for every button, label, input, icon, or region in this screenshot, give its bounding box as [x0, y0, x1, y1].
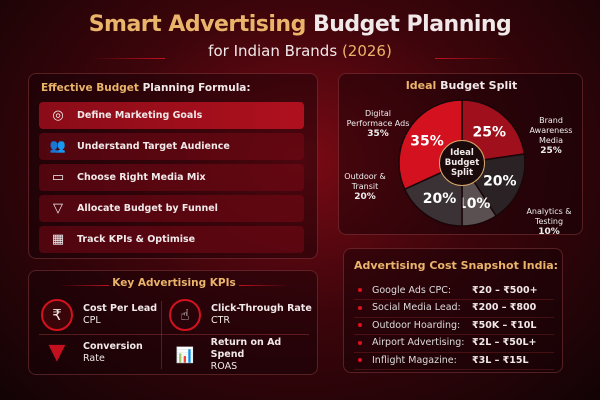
- step-allocate: ▽ Allocate Budget by Funnel: [39, 195, 304, 222]
- kpi-sub: CPL: [83, 315, 101, 326]
- kpi-title: Return on Ad Spend: [210, 337, 282, 360]
- pie-slice-label: 35%: [410, 134, 444, 150]
- heading-rest: Budget Split: [440, 79, 518, 92]
- kpi-roas: 📊 Return on Ad Spend ROAS: [169, 337, 317, 373]
- heading-accent: Ideal: [405, 79, 437, 92]
- divider: [59, 285, 109, 286]
- kpi-heading: Key Advertising KPIs: [112, 277, 236, 289]
- split-heading: Ideal Budget Split: [339, 79, 584, 92]
- bullet-icon: [358, 358, 362, 362]
- cost-value: ₹2L – ₹50L+: [472, 337, 537, 348]
- step-audience: 👥 Understand Target Audience: [39, 133, 304, 160]
- pie-center-label: Ideal Budget Split: [439, 140, 485, 186]
- kpi-sub: ROAS: [210, 361, 238, 372]
- title-rest: Budget Planning: [313, 12, 512, 37]
- kpi-cpl: ₹ Cost Per Lead CPL: [41, 299, 157, 331]
- step-track: ▦ Track KPIs & Optimise: [39, 226, 304, 253]
- cost-row: Airport Advertising: ₹2L – ₹50L+: [354, 334, 554, 353]
- cost-row: Outdoor Hoarding: ₹50K – ₹10L: [354, 316, 554, 335]
- cost-item: Outdoor Hoarding:: [372, 319, 461, 331]
- label-name: Outdoor & Transit: [344, 172, 386, 191]
- label-name: Brand Awareness Media: [529, 116, 573, 145]
- kpi-ctr: ☝ Click-Through Rate CTR: [169, 299, 312, 331]
- pie-slice-label: 10%: [457, 196, 491, 212]
- users-icon: 👥: [49, 139, 67, 154]
- kpi-sub: CTR: [211, 315, 231, 326]
- step-label: Allocate Budget by Funnel: [77, 203, 218, 214]
- label-value: 20%: [354, 192, 376, 202]
- bullet-icon: [358, 305, 362, 310]
- divider: [239, 285, 289, 286]
- title-accent: Smart Advertising: [88, 12, 307, 37]
- cost-item: Social Media Lead:: [372, 302, 461, 313]
- funnel-icon: ▽: [53, 201, 63, 216]
- cost-row: Social Media Lead: ₹200 – ₹800: [354, 299, 554, 318]
- cost-value: ₹3L – ₹15L: [472, 354, 529, 366]
- formula-panel: Effective Budget Planning Formula: ◎ Defi…: [28, 73, 318, 259]
- kpi-title: Conversion: [83, 341, 143, 352]
- divider: [39, 334, 309, 335]
- funnel-icon: ▼: [48, 340, 66, 365]
- bullet-icon: [358, 323, 362, 327]
- cost-row: Inflight Magazine: ₹3L – ₹15L: [354, 351, 554, 370]
- heading-accent: Effective Budget: [41, 82, 139, 94]
- rupee-target-icon: ₹: [41, 299, 73, 331]
- label-digital: Digital Performace Ads 35%: [343, 109, 413, 139]
- label-value: 25%: [540, 146, 562, 156]
- kpi-sub: Rate: [83, 353, 105, 364]
- subtitle: for Indian Brands (2026): [0, 42, 600, 60]
- step-media-mix: ▭ Choose Right Media Mix: [39, 164, 304, 191]
- label-value: 35%: [367, 129, 389, 139]
- kpi-panel: Key Advertising KPIs ₹ Cost Per Lead CPL ☝…: [28, 270, 318, 375]
- subtitle-year: (2026): [341, 42, 392, 60]
- cost-item: Inflight Magazine:: [372, 354, 457, 366]
- label-name: Digital Performace Ads: [346, 109, 410, 128]
- cost-value: ₹50K – ₹10L: [472, 319, 537, 331]
- budget-split-panel: Ideal Budget Split 25% 20% 10% 20% 35% Digit…: [338, 73, 584, 237]
- formula-heading: Effective Budget Planning Formula:: [41, 82, 251, 94]
- cost-value: ₹20 – ₹500+: [472, 284, 538, 296]
- cost-row: Google Ads CPC: ₹20 – ₹500+: [354, 281, 554, 300]
- kpi-title: Click-Through Rate: [211, 303, 312, 314]
- label-outdoor: Outdoor & Transit 20%: [341, 172, 389, 202]
- kpi-conversion: ▼ Conversion Rate: [41, 337, 143, 369]
- pie-slice-label: 25%: [472, 125, 506, 141]
- label-value: 10%: [538, 227, 560, 237]
- divider: [161, 301, 162, 369]
- bullet-icon: [358, 340, 362, 345]
- bullet-icon: [358, 288, 362, 292]
- kpi-title: Cost Per Lead: [83, 303, 158, 314]
- heading-rest: Planning Formula:: [142, 82, 251, 94]
- step-label: Define Marketing Goals: [77, 110, 203, 121]
- step-label: Understand Target Audience: [77, 141, 230, 152]
- pie-slice-label: 20%: [423, 191, 457, 207]
- target-icon: ◎: [52, 108, 64, 123]
- pie-slice-label: 20%: [483, 173, 517, 189]
- step-define-goals: ◎ Define Marketing Goals: [39, 102, 304, 129]
- divider: [435, 58, 510, 59]
- label-brand: Brand Awareness Media 25%: [521, 116, 581, 156]
- divider: [90, 58, 165, 59]
- cost-heading: Advertising Cost Snapshot India:: [354, 259, 559, 272]
- monitor-icon: ▭: [51, 170, 65, 185]
- step-label: Track KPIs & Optimise: [77, 234, 196, 245]
- step-label: Choose Right Media Mix: [77, 172, 206, 183]
- subtitle-text: for Indian Brands: [208, 42, 338, 60]
- cost-value: ₹200 – ₹800: [472, 302, 537, 313]
- cost-item: Airport Advertising:: [372, 337, 465, 348]
- cost-item: Google Ads CPC:: [372, 284, 452, 296]
- label-analytics: Analytics & Testing 10%: [519, 207, 579, 237]
- analytics-monitor-icon: ▦: [51, 232, 65, 247]
- chart-search-icon: 📊: [175, 346, 195, 364]
- click-icon: ☝: [169, 299, 201, 331]
- cost-snapshot-panel: Advertising Cost Snapshot India: Google …: [343, 248, 563, 373]
- page-title: Smart Advertising Budget Planning: [0, 12, 600, 37]
- label-name: Analytics & Testing: [526, 207, 572, 226]
